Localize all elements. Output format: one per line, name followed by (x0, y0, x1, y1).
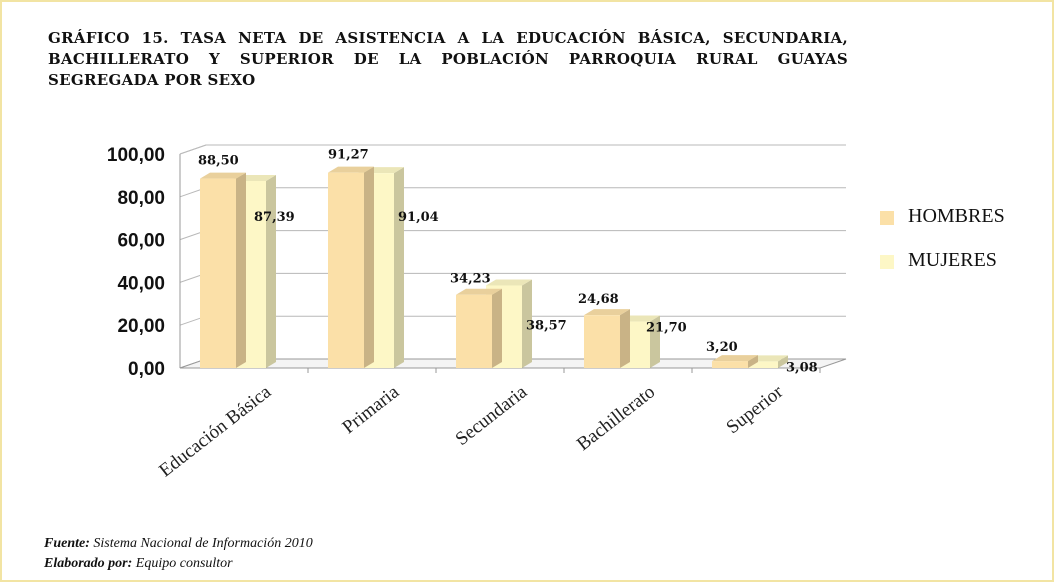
chart-title: GRÁFICO 15. TASA NETA DE ASISTENCIA A LA… (48, 29, 848, 89)
data-label: 91,27 (328, 148, 369, 163)
x-tick-label: Superior (723, 381, 788, 438)
bar-top (584, 309, 630, 316)
bar (456, 294, 492, 368)
author-text: Equipo consultor (132, 556, 233, 571)
bar-side (650, 315, 660, 368)
bar-side (266, 174, 276, 368)
bar (328, 172, 364, 368)
bar-top (486, 279, 532, 286)
legend-swatch-mujeres (880, 255, 894, 269)
legend-label-hombres: HOMBRES (908, 205, 1005, 227)
bar-side (492, 288, 502, 368)
bar-side (522, 279, 532, 368)
gridline (179, 187, 846, 198)
bar-side (394, 167, 404, 368)
data-label: 21,70 (646, 321, 687, 336)
bar-side (620, 309, 630, 368)
bar-side (364, 166, 374, 368)
bar (742, 361, 778, 368)
author-line: Elaborado por: Equipo consultor (44, 554, 313, 574)
gridline (179, 144, 846, 155)
y-tick-label: 20,00 (117, 316, 165, 337)
data-label: 91,04 (398, 210, 439, 225)
bar-top (328, 166, 374, 173)
source-text: Sistema Nacional de Información 2010 (89, 536, 313, 551)
y-tick-label: 80,00 (117, 188, 165, 209)
data-label: 24,68 (578, 292, 619, 307)
data-label: 38,57 (526, 318, 567, 333)
data-label: 87,39 (254, 210, 295, 225)
legend: HOMBRES MUJERES (880, 203, 1005, 291)
x-tick-label: Secundaria (452, 381, 532, 450)
bar-top (456, 288, 502, 295)
bar-side (778, 355, 788, 368)
bar (712, 361, 748, 368)
legend-label-mujeres: MUJERES (908, 249, 997, 271)
bar-side (748, 355, 758, 368)
data-label: 88,50 (198, 154, 239, 169)
bar (200, 178, 236, 368)
legend-swatch-hombres (880, 211, 894, 225)
y-tick-label: 100,00 (107, 145, 165, 166)
y-tick-label: 60,00 (117, 231, 165, 252)
legend-item-mujeres: MUJERES (880, 247, 1005, 291)
source-note: Fuente: Sistema Nacional de Información … (44, 534, 313, 574)
legend-item-hombres: HOMBRES (880, 203, 1005, 247)
bar-side (236, 172, 246, 368)
y-tick-label: 40,00 (117, 273, 165, 294)
source-label: Fuente: (44, 536, 90, 551)
data-label: 3,20 (706, 340, 738, 355)
x-tick-label: Primaria (339, 381, 404, 438)
bar (584, 315, 620, 368)
y-axis-top (179, 144, 207, 155)
bar-top (200, 172, 246, 179)
author-label: Elaborado por: (44, 556, 133, 571)
data-label: 3,08 (786, 360, 818, 375)
data-label: 34,23 (450, 272, 491, 287)
gridline (179, 230, 846, 241)
y-tick-label: 0,00 (128, 359, 165, 380)
bar-top (712, 355, 758, 362)
x-tick-label: Bachillerato (573, 381, 659, 455)
source-line: Fuente: Sistema Nacional de Información … (44, 534, 313, 554)
x-tick-label: Educación Básica (155, 381, 275, 481)
